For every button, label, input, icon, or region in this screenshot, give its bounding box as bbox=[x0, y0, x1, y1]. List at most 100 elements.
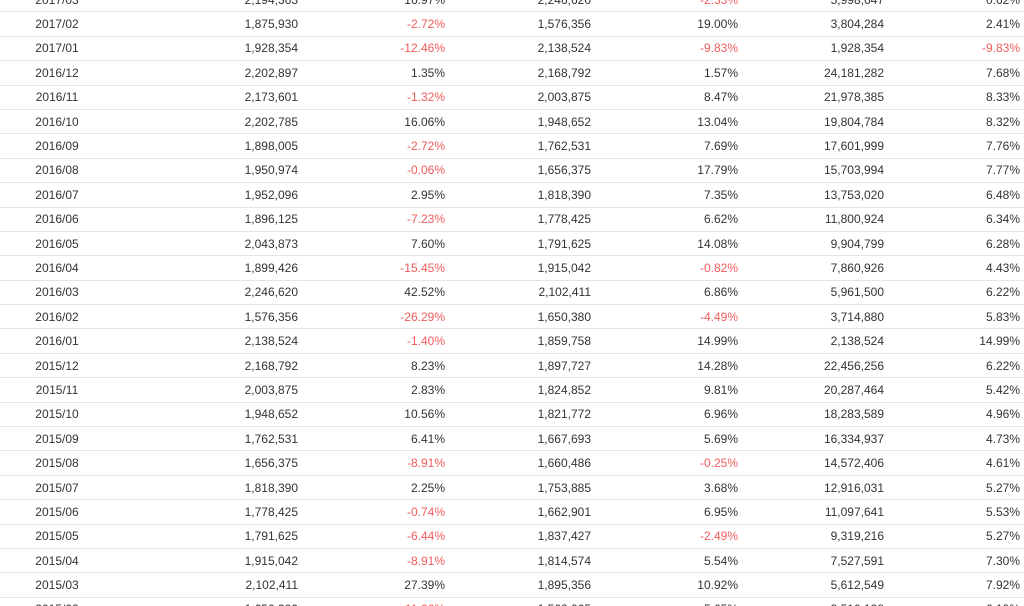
value-a-cell: 1,875,930 bbox=[244, 17, 298, 32]
value-a-cell: 1,791,625 bbox=[244, 529, 298, 544]
change-a-cell: 27.39% bbox=[404, 578, 445, 593]
table-row: 2016/07 1,952,096 2.95% 1,818,390 7.35% 13,75… bbox=[0, 183, 1024, 208]
cumulative-change-cell: 8.33% bbox=[985, 90, 1020, 105]
table-row: 2015/09 1,762,531 6.41% 1,667,693 5.69% 16,33… bbox=[0, 427, 1024, 451]
change-a-cell: -1.40% bbox=[406, 334, 445, 349]
cumulative-cell: 5,612,549 bbox=[830, 578, 884, 593]
value-b-cell: 1,915,042 bbox=[537, 260, 591, 275]
cumulative-change-cell: 6.19% bbox=[884, 597, 1024, 606]
month-cell: 2015/07 bbox=[35, 480, 79, 495]
table-row: 2015/12 2,168,792 8.23% 1,897,727 14.28% 22,4… bbox=[0, 353, 1024, 378]
cumulative-cell: 7,860,926 bbox=[830, 260, 884, 275]
cumulative-change-cell: 5.42% bbox=[985, 382, 1020, 397]
cumulative-cell: 14,572,406 bbox=[823, 456, 884, 471]
month-cell: 2015/09 bbox=[35, 431, 79, 446]
cumulative-change-cell: 4.73% bbox=[985, 431, 1020, 446]
change-b-cell: 8.47% bbox=[703, 90, 738, 105]
value-b-cell: 1,818,390 bbox=[537, 187, 591, 202]
month-cell: 2016/05 bbox=[35, 236, 79, 251]
value-b-cell: 2,102,411 bbox=[538, 285, 592, 300]
month-cell: 2016/01 bbox=[35, 334, 79, 349]
value-a-cell: 1,656,375 bbox=[244, 456, 298, 471]
change-a-cell: -7.23% bbox=[406, 212, 445, 227]
value-a-cell: 1,899,426 bbox=[244, 260, 298, 275]
change-a-cell: 6.41% bbox=[410, 431, 445, 446]
value-a-cell: 1,762,531 bbox=[244, 431, 298, 446]
change-a-cell: -8.91% bbox=[406, 456, 445, 471]
cumulative-cell: 9,319,216 bbox=[830, 529, 884, 544]
value-b-cell: 1,662,901 bbox=[537, 504, 591, 519]
table-row: 2015/03 2,102,411 27.39% 1,895,356 10.92% 5,6… bbox=[0, 573, 1024, 598]
value-a-cell: 1,952,096 bbox=[244, 187, 298, 202]
change-a-cell: 10.56% bbox=[404, 407, 445, 422]
change-b-cell: 14.28% bbox=[697, 358, 738, 373]
value-a-cell: 1,915,042 bbox=[244, 553, 298, 568]
month-cell: 2016/12 bbox=[35, 65, 79, 80]
cumulative-cell: 20,287,464 bbox=[823, 382, 884, 397]
cumulative-cell: 13,753,020 bbox=[823, 187, 884, 202]
cumulative-change-cell: 0.62% bbox=[884, 0, 1024, 12]
change-a-cell: 2.25% bbox=[410, 480, 445, 495]
cumulative-cell: 1,928,354 bbox=[830, 41, 884, 56]
value-a-cell: 1,950,974 bbox=[244, 163, 298, 178]
value-a-cell: 2,202,785 bbox=[244, 114, 298, 129]
cumulative-cell: 3,510,138 bbox=[738, 597, 884, 606]
cumulative-change-cell: 6.48% bbox=[985, 187, 1020, 202]
cumulative-cell: 21,978,385 bbox=[823, 90, 884, 105]
value-a-cell: 2,202,897 bbox=[244, 65, 298, 80]
cumulative-cell: 11,097,641 bbox=[824, 504, 884, 519]
cumulative-change-cell: 6.34% bbox=[985, 212, 1020, 227]
change-a-cell: -0.06% bbox=[406, 163, 445, 178]
month-cell: 2015/04 bbox=[35, 553, 79, 568]
table-row: 2016/05 2,043,873 7.60% 1,791,625 14.08% 9,90… bbox=[0, 231, 1024, 256]
month-cell: 2016/06 bbox=[35, 212, 79, 227]
value-b-cell: 1,791,625 bbox=[537, 236, 591, 251]
cumulative-change-cell: 5.83% bbox=[985, 309, 1020, 324]
table-row: 2015/07 1,818,390 2.25% 1,753,885 3.68% 12,91… bbox=[0, 475, 1024, 500]
cumulative-cell: 22,456,256 bbox=[823, 358, 884, 373]
change-a-cell: -6.44% bbox=[406, 529, 445, 544]
value-b-cell: 1,895,356 bbox=[537, 578, 591, 593]
change-b-cell: 14.99% bbox=[697, 334, 738, 349]
table-row: 2017/032,194,36316.97%2,246,620-2.33%5,9… bbox=[0, 0, 1024, 12]
value-b-cell: 1,948,652 bbox=[537, 114, 591, 129]
value-a-cell: 2,003,875 bbox=[244, 382, 298, 397]
table-row: 2016/03 2,246,620 42.52% 2,102,411 6.86% 5,96… bbox=[0, 280, 1024, 305]
table-row: 2015/08 1,656,375 -8.91% 1,660,486 -0.25% 14,… bbox=[0, 451, 1024, 476]
change-b-cell: -0.82% bbox=[699, 260, 738, 275]
value-a-cell: 2,246,620 bbox=[244, 285, 298, 300]
table-row: 2016/04 1,899,426 -15.45% 1,915,042 -0.82% 7,… bbox=[0, 256, 1024, 281]
value-b-cell: 1,650,380 bbox=[537, 309, 591, 324]
month-cell: 2015/08 bbox=[35, 456, 79, 471]
month-cell: 2016/04 bbox=[35, 260, 79, 275]
cumulative-change-cell: 7.76% bbox=[985, 139, 1020, 154]
cumulative-change-cell: 7.30% bbox=[985, 553, 1020, 568]
change-a-cell: -8.91% bbox=[406, 553, 445, 568]
cumulative-change-cell: 6.28% bbox=[985, 236, 1020, 251]
month-cell: 2015/12 bbox=[35, 358, 79, 373]
value-a-cell: 1,778,425 bbox=[244, 504, 298, 519]
table-row: 2017/01 1,928,354 -12.46% 2,138,524 -9.83% 1,… bbox=[0, 36, 1024, 61]
change-b-cell: -2.33% bbox=[591, 0, 738, 12]
change-a-cell: -2.72% bbox=[406, 17, 445, 32]
change-b-cell: 6.62% bbox=[703, 212, 738, 227]
change-a-cell: 2.83% bbox=[410, 382, 445, 397]
month-cell: 2016/08 bbox=[35, 163, 79, 178]
table-row: 2015/11 2,003,875 2.83% 1,824,852 9.81% 20,28… bbox=[0, 378, 1024, 403]
value-a-cell: 2,173,601 bbox=[244, 90, 298, 105]
cumulative-change-cell: 6.22% bbox=[985, 285, 1020, 300]
change-a-cell: -0.74% bbox=[406, 504, 445, 519]
cumulative-change-cell: 5.27% bbox=[985, 529, 1020, 544]
change-b-cell: 7.69% bbox=[703, 139, 738, 154]
value-a-cell: 2,138,524 bbox=[244, 334, 298, 349]
cumulative-cell: 5,961,500 bbox=[830, 285, 884, 300]
month-cell: 2017/01 bbox=[35, 41, 79, 56]
table-row: 2016/11 2,173,601 -1.32% 2,003,875 8.47% 21,9… bbox=[0, 85, 1024, 110]
change-a-cell: -11.26% bbox=[298, 597, 445, 606]
change-b-cell: 5.69% bbox=[703, 431, 738, 446]
cumulative-cell: 9,904,799 bbox=[830, 236, 884, 251]
month-cell: 2017/03 bbox=[0, 0, 104, 12]
change-a-cell: 7.60% bbox=[410, 236, 445, 251]
